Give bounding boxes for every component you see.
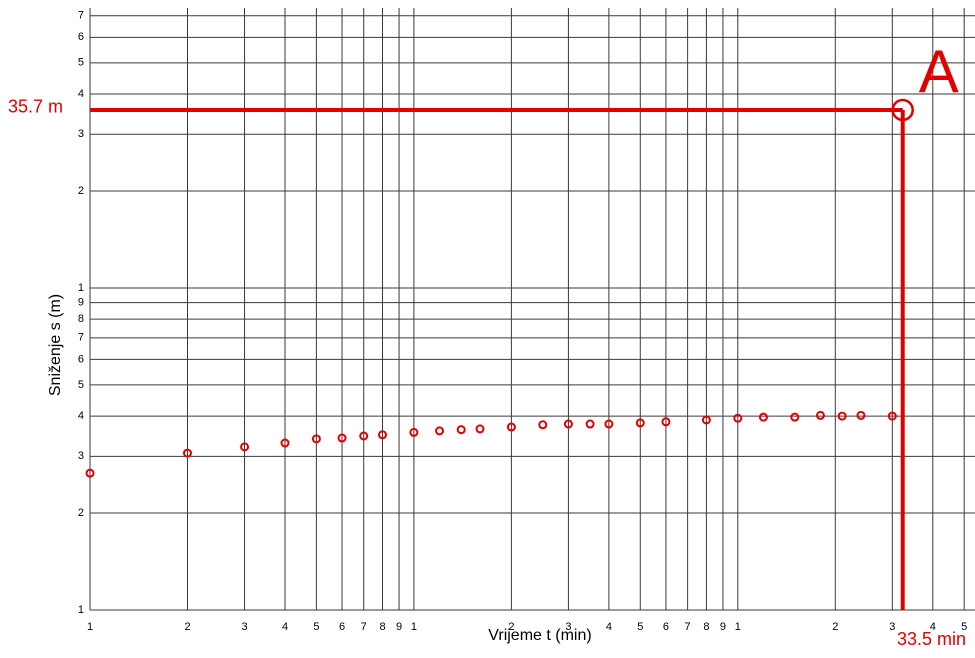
x-tick-label: 9 [396,621,402,633]
data-point [661,417,671,427]
data-point [733,413,743,423]
x-tick-label: 1 [735,621,741,633]
y-tick-label: 5 [78,57,84,69]
data-point [475,424,485,434]
data-point [359,431,369,441]
y-tick-label: 3 [78,128,84,140]
x-tick-label: 7 [361,621,367,633]
data-point [506,422,516,432]
x-tick-label: 1 [87,621,93,633]
x-tick-label: 5 [961,621,967,633]
x-tick-label: 5 [313,621,319,633]
data-point [409,427,419,437]
x-tick-label: 3 [565,621,571,633]
y-tick-label: 2 [78,185,84,197]
data-point [538,420,548,430]
annotation-y-text: 35.7 m [8,97,63,117]
x-tick-label: 4 [606,621,612,633]
data-point [337,433,347,443]
x-tick-label: 2 [184,621,190,633]
data-point [790,412,800,422]
y-tick-label: 7 [78,332,84,344]
y-tick-label: 4 [78,410,84,422]
x-tick-label: 8 [379,621,385,633]
x-tick-label: 6 [339,621,345,633]
x-tick-label: 3 [241,621,247,633]
y-tick-label: 5 [78,379,84,391]
x-tick-label: 4 [282,621,288,633]
data-point [563,419,573,429]
x-tick-label: 3 [889,621,895,633]
data-point [240,442,250,452]
y-axis-title: Sniženje s (m) [47,294,64,396]
y-tick-label: 4 [78,88,84,100]
y-tick-label: 2 [78,507,84,519]
x-tick-label: 8 [703,621,709,633]
data-point [280,438,290,448]
x-tick-label: 7 [685,621,691,633]
data-point [837,411,847,421]
data-point [701,415,711,425]
x-axis-title: Vrijeme t (min) [488,627,591,644]
x-tick-label: 1 [411,621,417,633]
y-tick-label: 1 [78,282,84,294]
data-point [378,430,388,440]
data-point [635,418,645,428]
data-point [183,448,193,458]
y-tick-label: 9 [78,297,84,309]
data-point [311,434,321,444]
y-tick-label: 6 [78,31,84,43]
data-point [815,410,825,420]
data-point [604,419,614,429]
data-point [456,425,466,435]
x-tick-label: 2 [508,621,514,633]
y-tick-label: 7 [78,10,84,22]
y-tick-label: 1 [78,604,84,616]
x-tick-label: 2 [832,621,838,633]
x-tick-label: 9 [720,621,726,633]
data-point [856,410,866,420]
data-point [585,419,595,429]
data-point [887,411,897,421]
x-tick-label: 5 [637,621,643,633]
x-tick-label: 6 [663,621,669,633]
y-tick-label: 8 [78,313,84,325]
data-point [758,412,768,422]
data-point [435,426,445,436]
data-point [85,468,95,478]
x-tick-label: 4 [930,621,936,633]
annotation-label: A [919,38,959,105]
annotation-marker [891,98,914,122]
y-tick-label: 3 [78,450,84,462]
annotation-x-text: 33.5 min [897,629,966,649]
y-tick-label: 6 [78,353,84,365]
